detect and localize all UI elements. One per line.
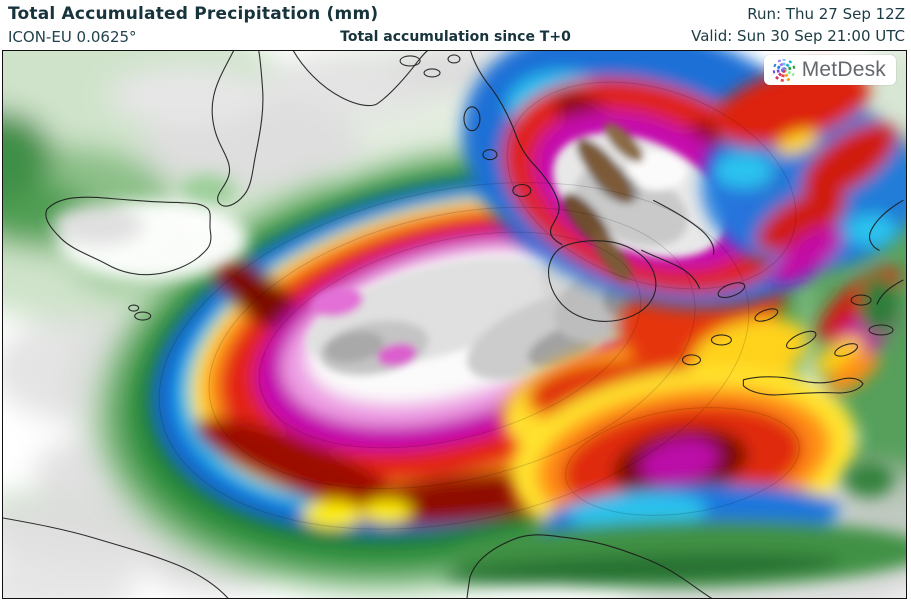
contour-hints	[158, 81, 800, 530]
subtitle-label: Total accumulation since T+0	[340, 29, 571, 45]
metdesk-starburst-icon	[772, 59, 796, 83]
sicily-tints	[52, 174, 248, 281]
precip-map-svg	[3, 51, 906, 598]
map-panel: MetDesk	[2, 50, 907, 599]
metdesk-logo-text: MetDesk	[801, 58, 886, 81]
metdesk-logo: MetDesk	[763, 55, 896, 85]
aegean-streaks	[701, 66, 906, 498]
header: Total Accumulated Precipitation (mm) ICO…	[0, 0, 911, 50]
valid-label: Valid: Sun 30 Sep 21:00 UTC	[691, 27, 905, 45]
run-label: Run: Thu 27 Sep 12Z	[747, 5, 905, 23]
model-label: ICON-EU 0.0625°	[8, 28, 137, 46]
coastlines	[3, 51, 904, 598]
page-title: Total Accumulated Precipitation (mm)	[8, 4, 379, 24]
